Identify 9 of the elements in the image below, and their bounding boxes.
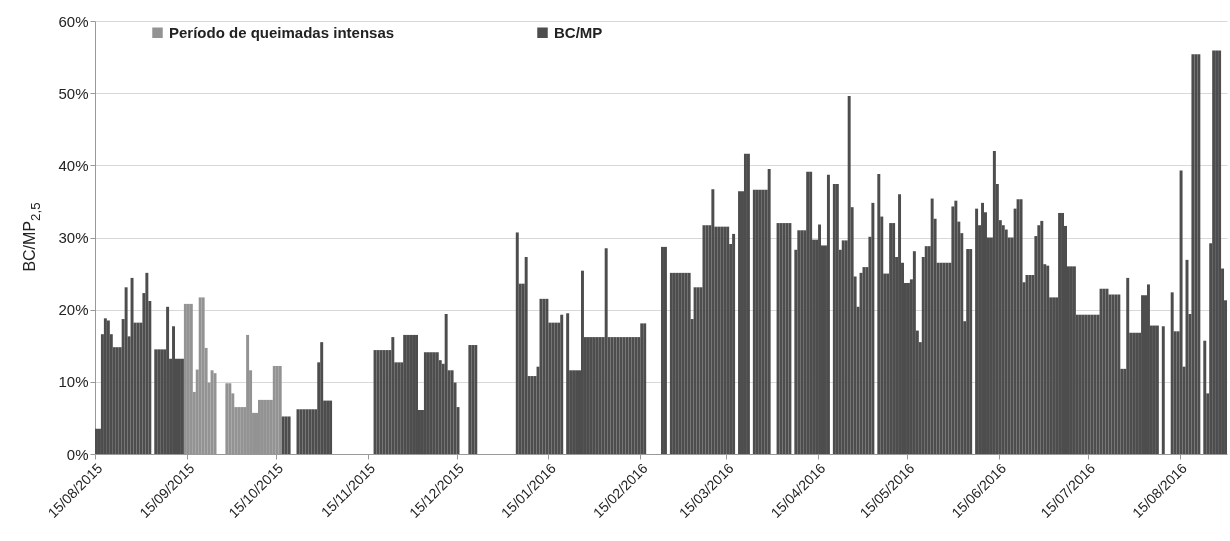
y-tick-label: 10% bbox=[58, 373, 89, 391]
y-tick-label: 20% bbox=[58, 301, 89, 319]
legend-label: Período de queimadas intensas bbox=[169, 23, 395, 41]
legend-label: BC/MP bbox=[554, 23, 603, 41]
y-tick-label: 40% bbox=[58, 156, 89, 174]
y-tick-label: 30% bbox=[58, 229, 89, 246]
y-tick-label: 50% bbox=[58, 84, 89, 102]
y-tick-label: 0% bbox=[66, 445, 89, 463]
y-tick-label: 60% bbox=[58, 12, 89, 30]
